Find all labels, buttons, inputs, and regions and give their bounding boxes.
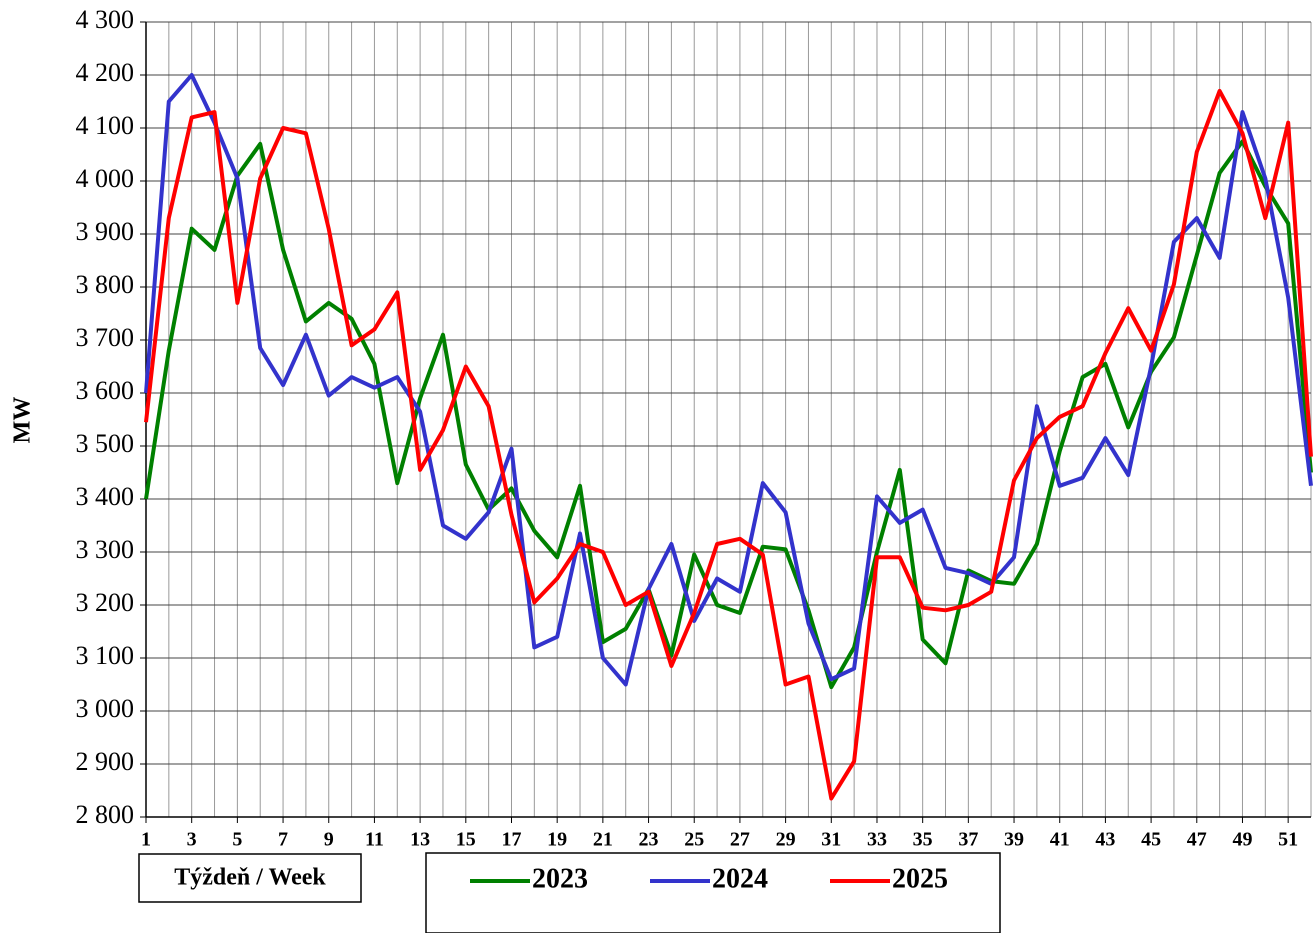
y-tick-label: 3 000 <box>76 694 135 723</box>
y-tick-label: 3 200 <box>76 588 135 617</box>
x-tick-label: 39 <box>1004 829 1024 851</box>
legend-label: 2024 <box>712 863 768 894</box>
x-tick-label: 25 <box>684 829 704 851</box>
legend-label: 2023 <box>532 863 588 894</box>
x-tick-label: 23 <box>639 829 659 851</box>
x-tick-label: 21 <box>593 829 613 851</box>
y-tick-label: 3 800 <box>76 270 135 299</box>
legend <box>425 852 1001 933</box>
y-tick-label: 3 500 <box>76 429 135 458</box>
y-tick-label: 3 600 <box>76 376 135 405</box>
x-tick-label: 33 <box>867 829 887 851</box>
x-tick-label: 43 <box>1095 829 1115 851</box>
series-line <box>144 88 1313 801</box>
y-tick-label: 4 300 <box>76 5 135 34</box>
y-tick-label: 3 700 <box>76 323 135 352</box>
y-tick-label: 2 800 <box>76 800 135 829</box>
series-line <box>144 73 1313 687</box>
y-tick-label: 2 900 <box>76 747 135 776</box>
x-tick-label: 11 <box>365 829 384 851</box>
x-tick-label: 13 <box>410 829 430 851</box>
x-tick-label: 9 <box>324 829 334 851</box>
x-tick-label: 17 <box>501 829 521 851</box>
x-tick-label: 3 <box>187 829 197 851</box>
x-tick-label: 51 <box>1278 829 1298 851</box>
y-axis-label: MW <box>10 397 36 444</box>
x-axis-label: Týždeň / Week <box>174 865 326 891</box>
x-axis-label-box <box>138 853 362 903</box>
x-tick-label: 35 <box>913 829 933 851</box>
x-tick-label: 29 <box>776 829 796 851</box>
x-tick-label: 7 <box>278 829 288 851</box>
x-tick-label: 15 <box>456 829 476 851</box>
x-tick-label: 49 <box>1232 829 1252 851</box>
x-tick-label: 41 <box>1050 829 1070 851</box>
series-line <box>144 139 1313 690</box>
y-tick-label: 4 000 <box>76 164 135 193</box>
x-tick-label: 47 <box>1187 829 1207 851</box>
x-tick-label: 31 <box>821 829 841 851</box>
x-tick-label: 19 <box>547 829 567 851</box>
x-tick-label: 45 <box>1141 829 1161 851</box>
x-tick-label: 1 <box>141 829 151 851</box>
y-tick-label: 4 100 <box>76 111 135 140</box>
y-tick-label: 3 300 <box>76 535 135 564</box>
x-tick-label: 5 <box>232 829 242 851</box>
x-tick-label: 37 <box>958 829 978 851</box>
y-tick-label: 3 900 <box>76 217 135 246</box>
y-tick-label: 3 100 <box>76 641 135 670</box>
x-tick-label: 27 <box>730 829 750 851</box>
y-tick-label: 3 400 <box>76 482 135 511</box>
y-tick-label: 4 200 <box>76 58 135 87</box>
legend-label: 2025 <box>892 863 948 894</box>
